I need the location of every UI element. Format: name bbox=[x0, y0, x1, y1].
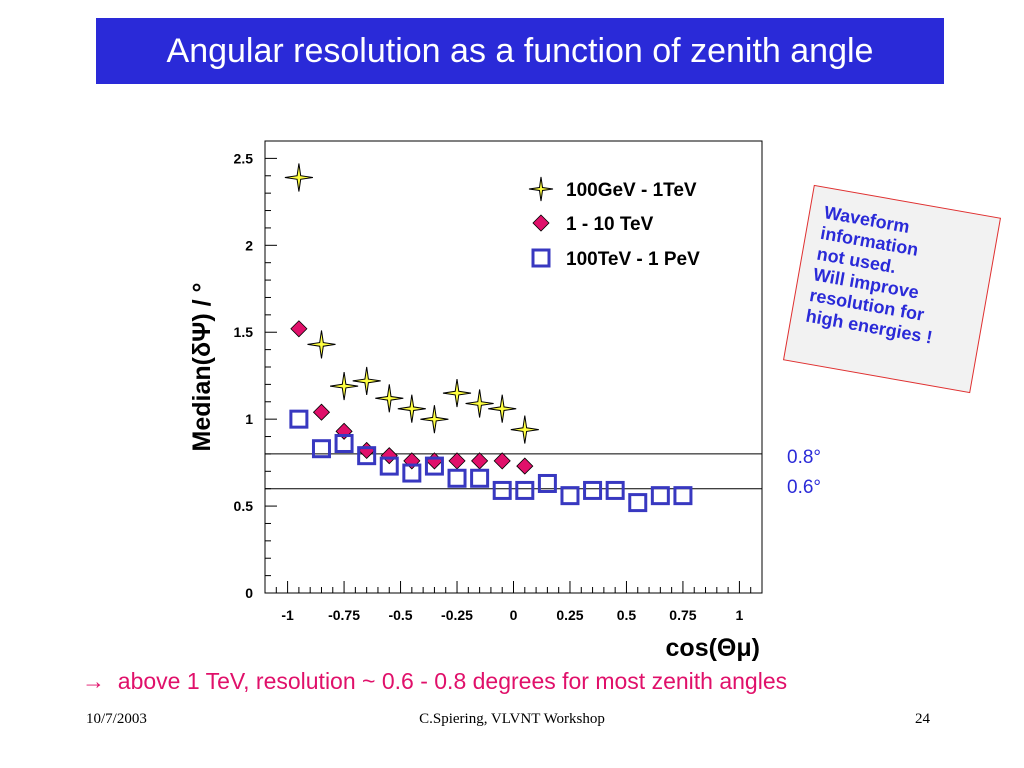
data-point-star bbox=[488, 394, 517, 423]
data-point-square bbox=[628, 493, 648, 513]
legend-marker-square bbox=[531, 248, 551, 268]
data-point-diamond bbox=[312, 403, 331, 421]
footer-page: 24 bbox=[915, 711, 930, 727]
y-tick-label: 2.5 bbox=[234, 150, 254, 166]
y-tick-label: 1 bbox=[245, 411, 253, 427]
data-point-square bbox=[289, 409, 309, 429]
data-point-square bbox=[560, 486, 580, 506]
conclusion-label: above 1 TeV, resolution ~ 0.6 - 0.8 degr… bbox=[117, 668, 788, 694]
x-tick-label: 0.75 bbox=[669, 607, 696, 623]
data-point-square bbox=[379, 456, 399, 476]
data-point-square bbox=[334, 433, 354, 453]
data-point-star bbox=[284, 163, 313, 192]
x-tick-label: 1 bbox=[736, 607, 744, 623]
y-tick-label: 1.5 bbox=[234, 324, 254, 340]
arrow-icon: → bbox=[82, 668, 105, 694]
data-point-star bbox=[352, 366, 381, 395]
data-point-square bbox=[515, 480, 535, 500]
data-point-star bbox=[442, 379, 472, 408]
x-tick-label: -0.75 bbox=[328, 607, 360, 623]
data-point-diamond bbox=[358, 441, 376, 460]
x-tick-label: -1 bbox=[281, 607, 294, 623]
data-point-square bbox=[492, 480, 512, 500]
data-point-star bbox=[510, 415, 539, 444]
footer-date: 10/7/2003 bbox=[86, 711, 147, 727]
footer-event: C.Spiering, VLVNT Workshop bbox=[419, 711, 605, 727]
data-point-star bbox=[375, 384, 404, 413]
data-point-diamond bbox=[425, 452, 443, 470]
data-point-square bbox=[447, 468, 467, 488]
ref-line-label-0.8: 0.8° bbox=[787, 447, 822, 468]
legend-label: 1 - 10 TeV bbox=[566, 214, 654, 235]
data-point-square bbox=[605, 480, 625, 500]
x-tick-label: -0.5 bbox=[388, 607, 412, 623]
data-point-star bbox=[465, 389, 494, 418]
data-point-square bbox=[424, 456, 444, 476]
plot-frame bbox=[264, 140, 763, 594]
data-point-square bbox=[583, 480, 603, 500]
data-point-square bbox=[357, 446, 377, 466]
data-point-diamond bbox=[380, 447, 398, 465]
data-point-square bbox=[650, 486, 670, 506]
y-axis-label: Median(δΨ) / ° bbox=[188, 283, 216, 452]
x-tick-label: 0.5 bbox=[617, 607, 637, 623]
legend-label: 100TeV - 1 PeV bbox=[566, 249, 700, 270]
data-point-square bbox=[402, 463, 422, 483]
data-point-square bbox=[470, 468, 490, 488]
legend-marker-star bbox=[528, 176, 554, 202]
data-point-diamond bbox=[471, 452, 489, 470]
data-point-diamond bbox=[516, 457, 534, 475]
data-point-star bbox=[307, 330, 336, 359]
data-point-star bbox=[420, 405, 449, 434]
ref-line-label-0.6: 0.6° bbox=[787, 477, 822, 498]
note-box: Waveform information not used. Will impr… bbox=[782, 184, 1002, 394]
data-point-star bbox=[397, 394, 426, 423]
legend-label: 100GeV - 1TeV bbox=[566, 180, 697, 201]
conclusion-text: → above 1 TeV, resolution ~ 0.6 - 0.8 de… bbox=[82, 668, 787, 695]
y-tick-label: 0.5 bbox=[234, 498, 254, 514]
x-axis-label: cos(Θμ) bbox=[666, 634, 760, 662]
data-point-diamond bbox=[493, 452, 511, 470]
data-point-square bbox=[537, 473, 557, 493]
data-point-diamond bbox=[448, 452, 466, 470]
x-tick-label: 0.25 bbox=[556, 607, 583, 623]
slide-title-bar: Angular resolution as a function of zeni… bbox=[96, 18, 944, 84]
slide-title: Angular resolution as a function of zeni… bbox=[166, 31, 874, 70]
x-tick-label: 0 bbox=[510, 607, 518, 623]
x-tick-label: -0.25 bbox=[441, 607, 473, 623]
y-tick-label: 2 bbox=[245, 237, 253, 253]
legend-marker-diamond bbox=[532, 214, 550, 232]
data-point-square bbox=[311, 439, 331, 459]
data-point-star bbox=[330, 372, 359, 401]
y-tick-label: 0 bbox=[245, 585, 253, 601]
data-point-square bbox=[673, 486, 693, 506]
data-point-diamond bbox=[290, 320, 308, 338]
